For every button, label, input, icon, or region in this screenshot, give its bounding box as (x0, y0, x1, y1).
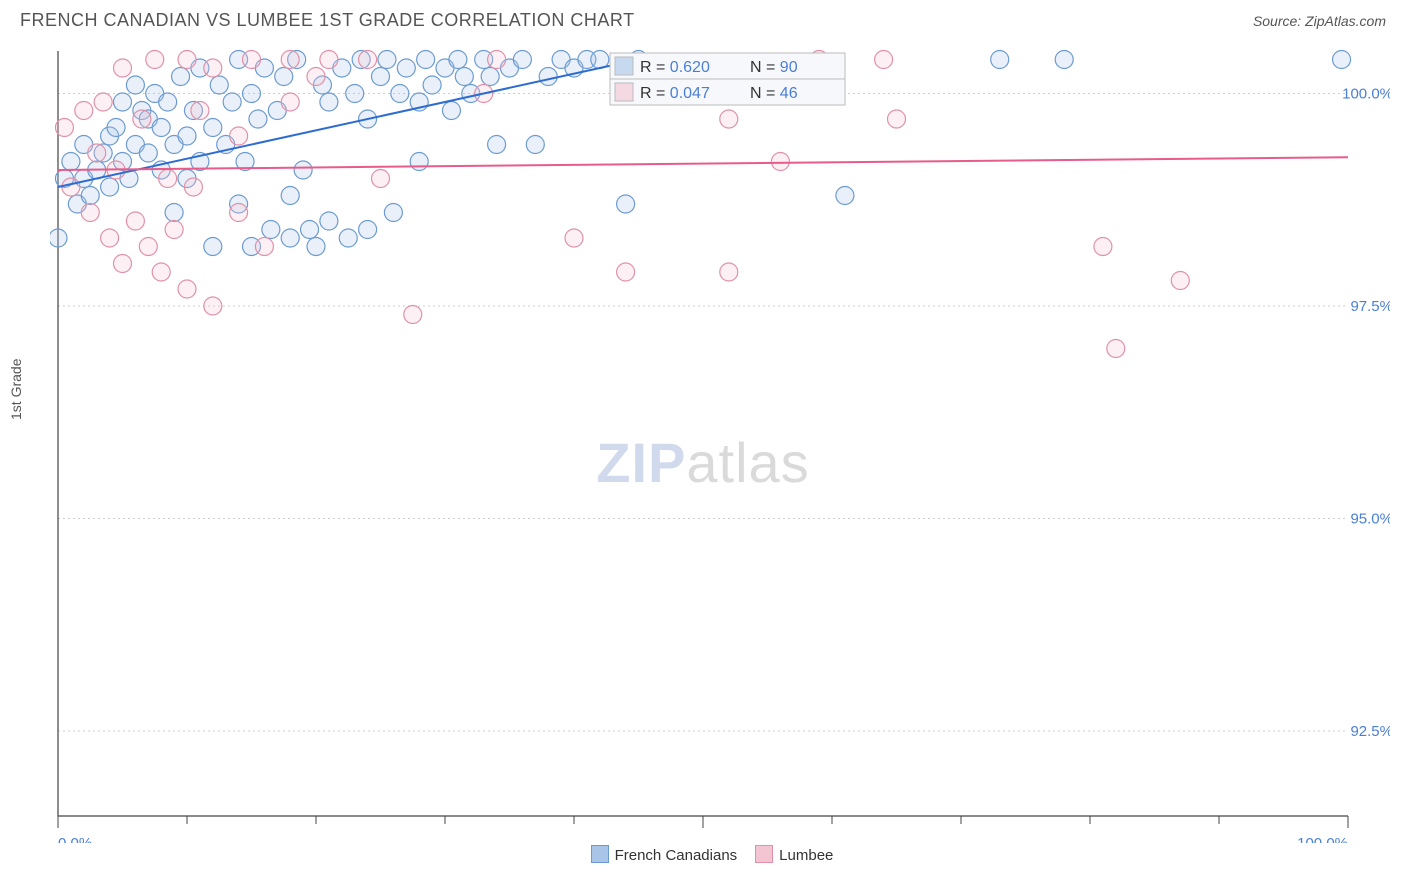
legend-bottom: French Canadians Lumbee (0, 845, 1406, 864)
svg-text:N = 90: N = 90 (750, 59, 798, 76)
legend-label: Lumbee (779, 847, 833, 864)
legend-swatch (755, 845, 773, 863)
svg-text:R = 0.620: R = 0.620 (640, 59, 710, 76)
chart-title: FRENCH CANADIAN VS LUMBEE 1ST GRADE CORR… (20, 10, 635, 31)
svg-text:100.0%: 100.0% (1342, 86, 1390, 103)
chart-header: FRENCH CANADIAN VS LUMBEE 1ST GRADE CORR… (0, 0, 1406, 37)
legend-swatch (591, 845, 609, 863)
svg-text:N = 46: N = 46 (750, 85, 798, 102)
scatter-plot-svg: 92.5% 95.0% 97.5% 100.0% 0.0% 100.0% R = 0.620… (50, 43, 1390, 843)
svg-text:97.5%: 97.5% (1350, 298, 1390, 315)
y-axis-label: 1st Grade (8, 359, 24, 420)
svg-text:92.5%: 92.5% (1350, 723, 1390, 740)
svg-text:0.0%: 0.0% (58, 835, 92, 843)
chart-source: Source: ZipAtlas.com (1253, 13, 1386, 29)
svg-text:95.0%: 95.0% (1350, 511, 1390, 528)
legend-label: French Canadians (615, 847, 738, 864)
svg-text:R = 0.047: R = 0.047 (640, 85, 710, 102)
svg-text:100.0%: 100.0% (1297, 835, 1348, 843)
chart-area: 92.5% 95.0% 97.5% 100.0% 0.0% 100.0% R = 0.620… (50, 43, 1406, 843)
